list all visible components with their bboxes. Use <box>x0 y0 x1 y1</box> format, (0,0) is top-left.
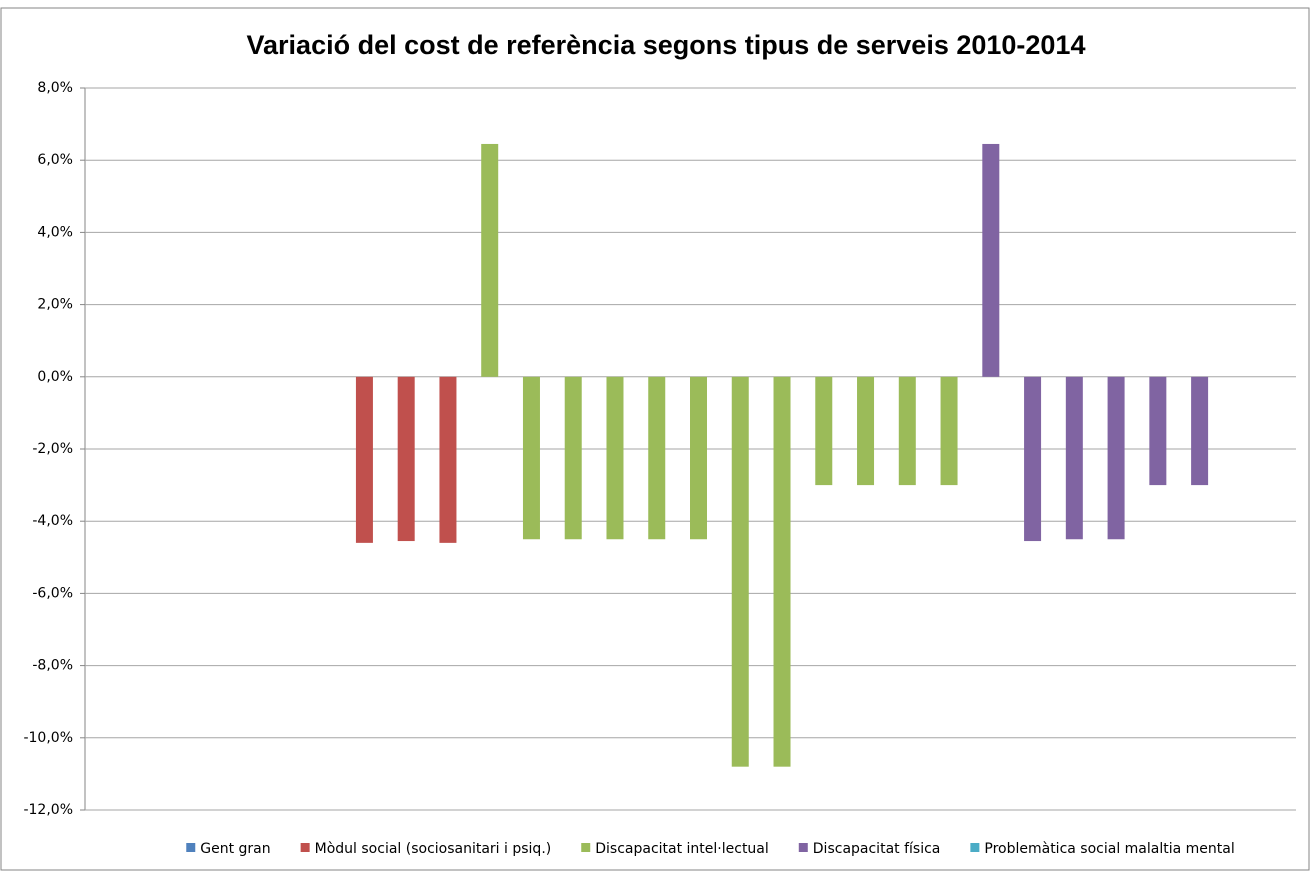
y-tick-label: 4,0% <box>37 224 73 240</box>
bar <box>648 376 666 540</box>
bar <box>1191 376 1209 486</box>
bar <box>690 376 707 540</box>
bar <box>1107 376 1125 540</box>
bar <box>1149 376 1167 486</box>
y-tick-label: -10,0% <box>23 730 73 746</box>
bar <box>1024 376 1042 542</box>
legend-label: Mòdul social (sociosanitari i psiq.) <box>315 841 552 857</box>
bar <box>355 376 373 543</box>
legend-swatch <box>970 843 980 852</box>
bar <box>731 376 749 767</box>
bar <box>481 143 499 377</box>
legend-label: Discapacitat intel·lectual <box>595 841 769 857</box>
bar <box>940 376 958 486</box>
bar <box>773 376 791 767</box>
bar <box>439 376 457 543</box>
y-tick-label: -4,0% <box>32 513 73 529</box>
y-tick-label: 0,0% <box>37 369 73 385</box>
legend-label: Discapacitat física <box>813 841 941 857</box>
y-tick-label: -12,0% <box>23 802 73 818</box>
bar <box>522 376 540 540</box>
chart-title: Variació del cost de referència segons t… <box>247 30 1086 60</box>
bar <box>564 376 582 540</box>
y-tick-label: 8,0% <box>37 80 73 96</box>
legend-swatch <box>581 843 591 852</box>
y-tick-label: -6,0% <box>32 585 73 601</box>
y-tick-label: 6,0% <box>37 152 73 168</box>
y-tick-label: -2,0% <box>32 441 73 457</box>
bar <box>606 376 624 540</box>
legend-swatch <box>798 843 808 852</box>
legend-label: Gent gran <box>200 841 270 857</box>
bar <box>982 143 1000 377</box>
bar <box>397 376 415 542</box>
legend-label: Problemàtica social malaltia mental <box>984 841 1234 857</box>
bar <box>815 376 833 486</box>
legend-swatch <box>186 843 196 852</box>
y-tick-label: -8,0% <box>32 658 73 674</box>
y-tick-label: 2,0% <box>37 297 73 313</box>
bar <box>1065 376 1083 540</box>
legend-swatch <box>300 843 310 852</box>
bar <box>857 376 875 486</box>
bar <box>898 376 916 486</box>
